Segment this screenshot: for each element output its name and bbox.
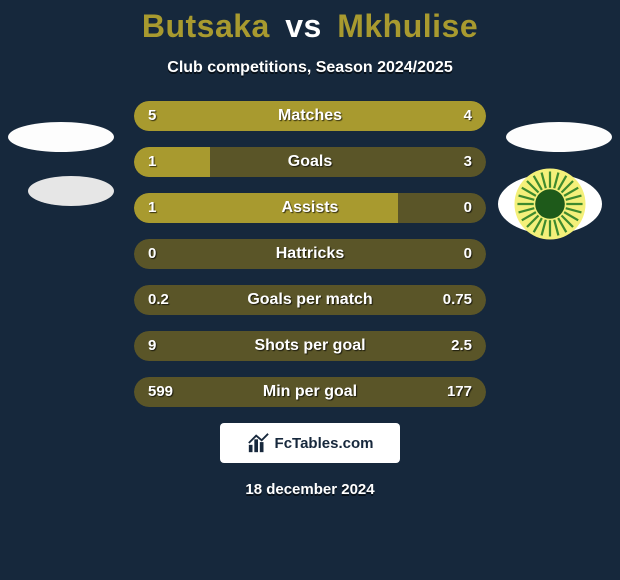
player2-name: Mkhulise (337, 8, 478, 44)
stat-label: Goals (134, 147, 486, 177)
subtitle-text: Club competitions, Season 2024/2025 (167, 59, 452, 76)
team2-logo (498, 174, 602, 234)
comparison-infographic: Butsaka vs Mkhulise Club competitions, S… (0, 0, 620, 580)
date: 18 december 2024 18 december 2024 (0, 481, 620, 498)
stat-label: Matches (134, 101, 486, 131)
subtitle: Club competitions, Season 2024/2025 Club… (0, 59, 620, 77)
page-title: Butsaka vs Mkhulise (0, 8, 620, 45)
stat-rows: 54Matches 13Goals 10Assists 00Hattricks 0.20… (134, 101, 486, 407)
stat-label: Hattricks (134, 239, 486, 269)
footer-badge: FcTables.com (220, 423, 400, 463)
stat-row: 00Hattricks (134, 239, 486, 269)
stat-label: Shots per goal (134, 331, 486, 361)
title-vs: vs (285, 8, 322, 44)
stat-row: 92.5Shots per goal (134, 331, 486, 361)
date-text: 18 december 2024 (245, 481, 374, 498)
team1-badge-placeholder-top (8, 122, 114, 152)
team1-badge-placeholder-bottom (28, 176, 114, 206)
sun-logo-icon (513, 167, 587, 241)
stat-row: 54Matches (134, 101, 486, 131)
player1-name: Butsaka (142, 8, 270, 44)
team2-badge-placeholder-top (506, 122, 612, 152)
stat-row: 13Goals (134, 147, 486, 177)
stat-row: 0.20.75Goals per match (134, 285, 486, 315)
stat-row: 599177Min per goal (134, 377, 486, 407)
stat-row: 10Assists (134, 193, 486, 223)
stat-label: Goals per match (134, 285, 486, 315)
footer-text: FcTables.com (275, 435, 374, 452)
stat-label: Min per goal (134, 377, 486, 407)
stat-label: Assists (134, 193, 486, 223)
bars-icon (247, 432, 269, 454)
